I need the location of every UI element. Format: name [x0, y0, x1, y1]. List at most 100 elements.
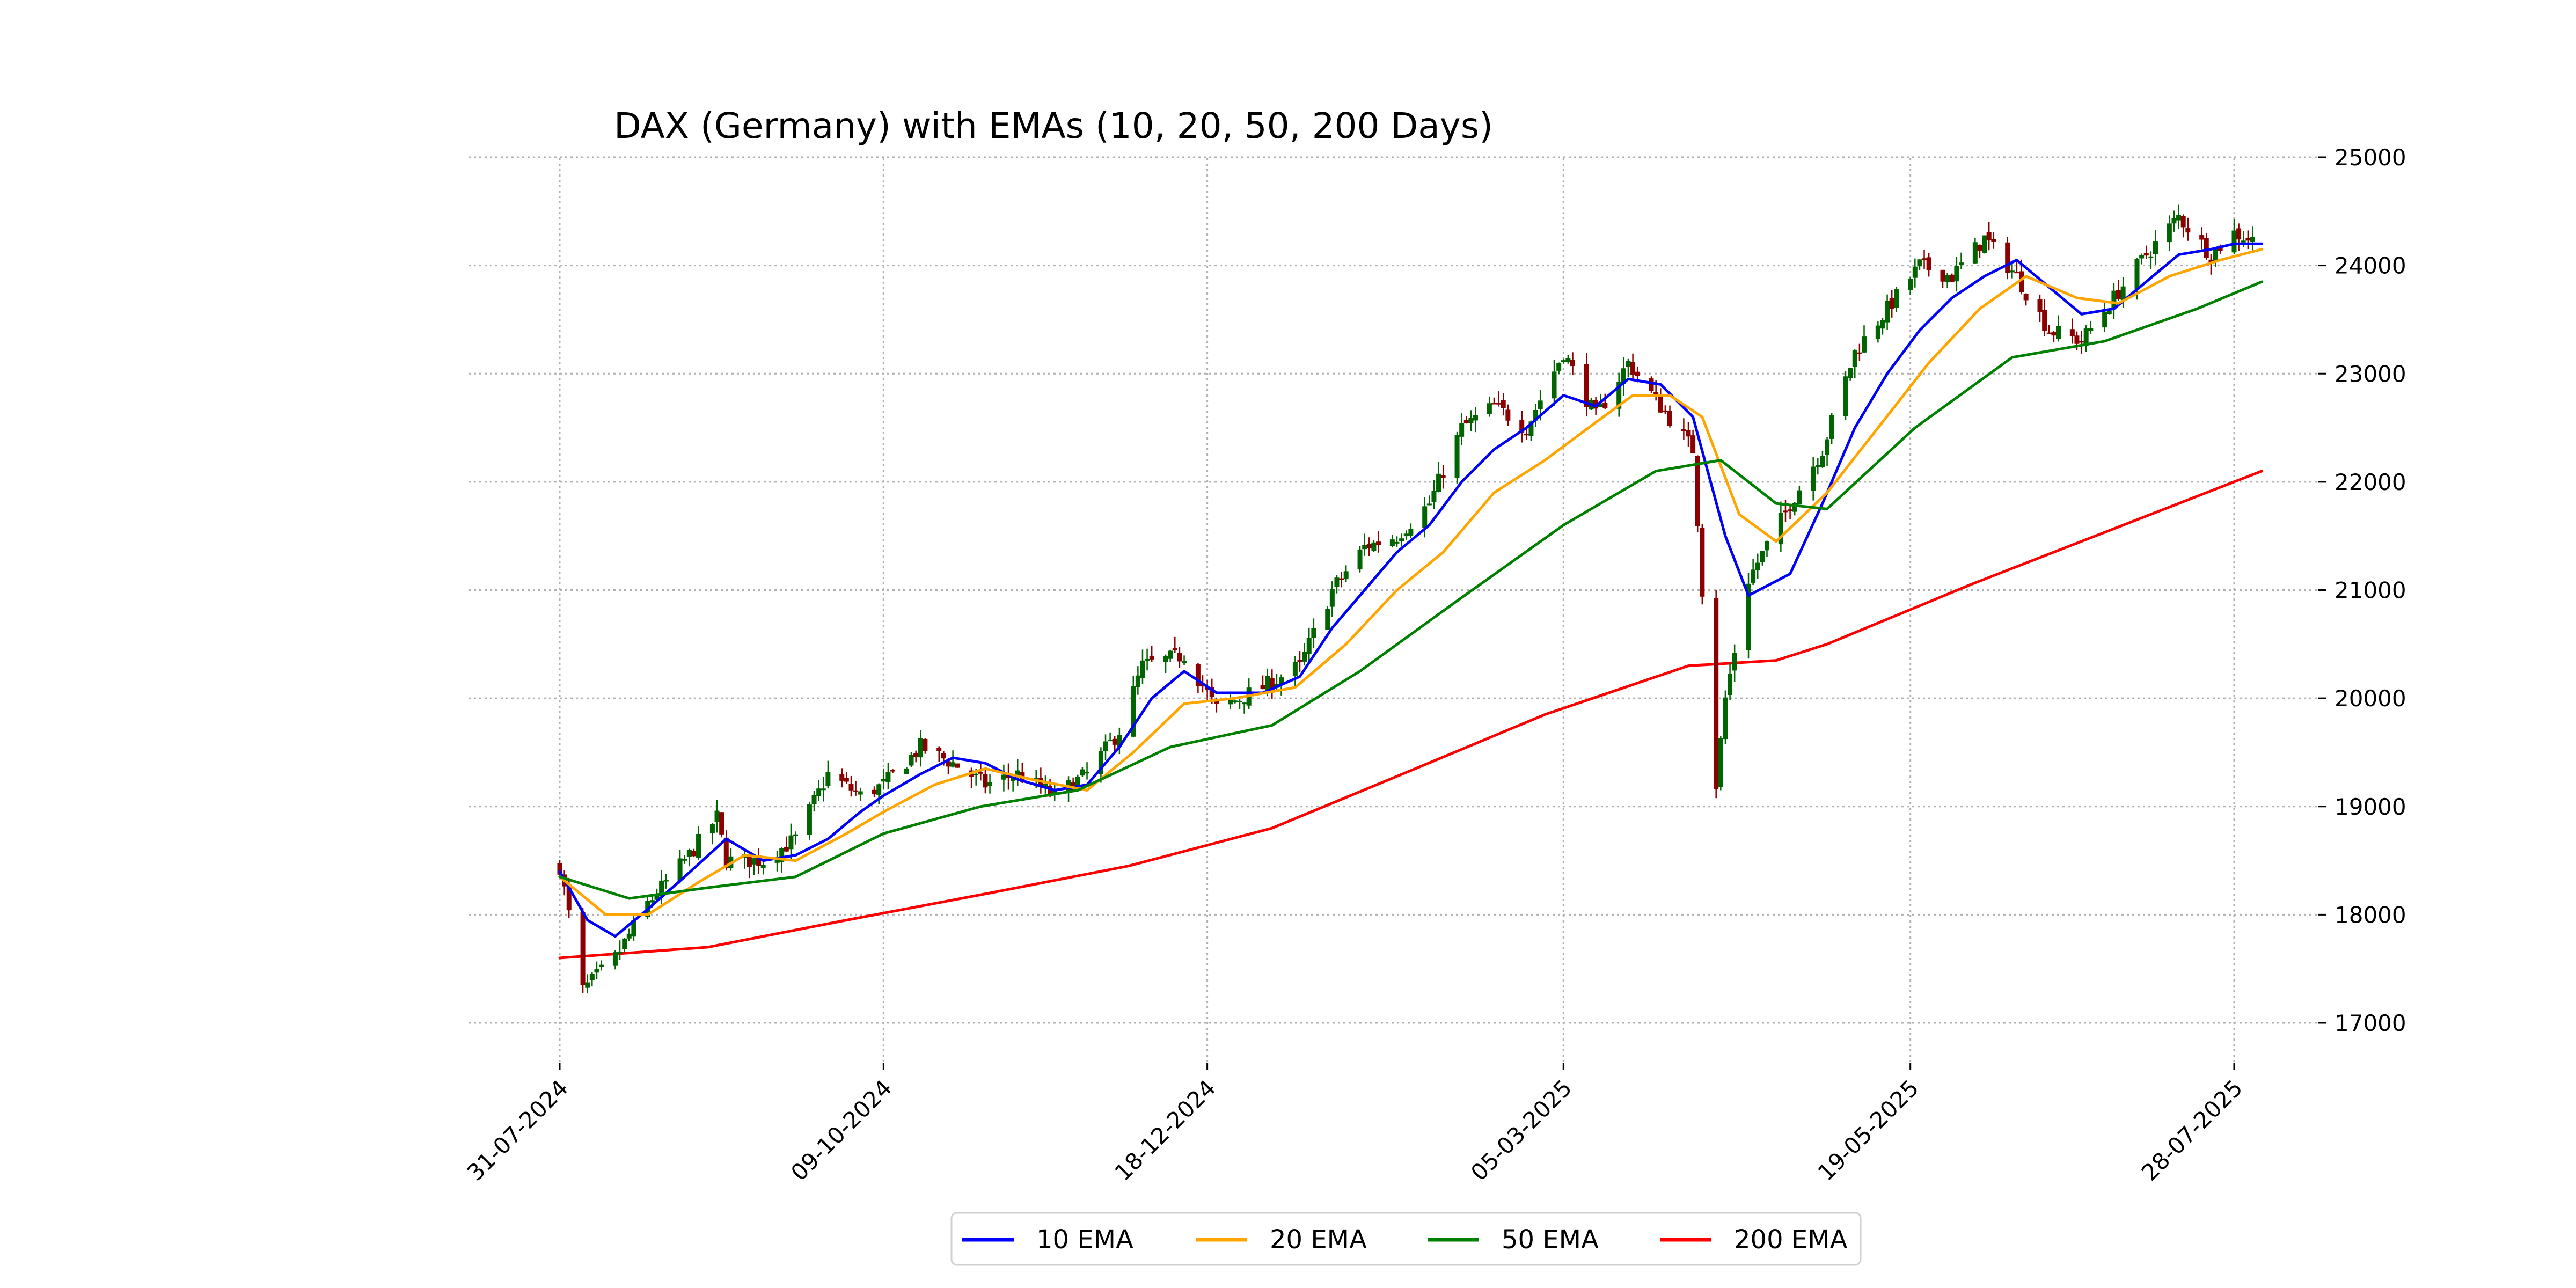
- candle-body: [2213, 248, 2219, 262]
- candle-body: [709, 824, 715, 833]
- legend-label-10-ema: 10 EMA: [1036, 1225, 1133, 1255]
- 20-ema-line: [558, 247, 2264, 916]
- candle-body: [1237, 700, 1242, 702]
- y-tick-label: 20000: [2334, 685, 2406, 712]
- candle-body: [978, 772, 983, 774]
- candle-body: [1649, 378, 1654, 391]
- candle-body: [1145, 658, 1150, 661]
- candle-body: [1695, 456, 1700, 526]
- candle-body: [1117, 735, 1122, 747]
- candle-body: [1875, 325, 1880, 339]
- candle-body: [909, 755, 914, 766]
- candle-body: [1926, 257, 1931, 270]
- candle-body: [1811, 466, 1816, 491]
- candle-body: [779, 848, 785, 862]
- candle-body: [1080, 769, 1085, 776]
- candle-body: [2037, 299, 2043, 312]
- candle-body: [1209, 687, 1214, 697]
- candle-body: [1972, 242, 1978, 264]
- x-tick-label: 18-12-2024: [1109, 1074, 1220, 1185]
- legend: 10 EMA 20 EMA 50 EMA 200 EMA: [950, 1212, 1862, 1266]
- candle-body: [1496, 402, 1502, 405]
- candle-body: [1945, 275, 1950, 283]
- candle-body: [1182, 661, 1187, 663]
- candle-body: [1436, 473, 1441, 492]
- y-tick-label: 21000: [2334, 577, 2406, 604]
- candle-body: [1630, 362, 1636, 375]
- candle-body: [2014, 272, 2019, 274]
- candle-body: [631, 920, 636, 937]
- candle-body: [2009, 270, 2015, 273]
- candle-body: [696, 833, 701, 858]
- candle-body: [1177, 653, 1182, 662]
- candle-body: [1357, 549, 1363, 570]
- candle-body: [1403, 533, 1409, 537]
- candle-body: [2019, 271, 2024, 292]
- candle-body: [1653, 392, 1659, 394]
- candle-body: [1602, 402, 1608, 408]
- candle-body: [1505, 409, 1511, 421]
- candle-body: [1820, 456, 1825, 467]
- candle-body: [1635, 371, 1640, 376]
- candle-body: [557, 863, 562, 875]
- y-tick-label: 19000: [2334, 794, 2406, 820]
- candle-body: [1195, 664, 1201, 686]
- candle-body: [2143, 253, 2149, 256]
- y-tick-label: 23000: [2334, 361, 2406, 387]
- candle-body: [936, 748, 942, 751]
- candle-body: [2083, 328, 2089, 346]
- 50-ema-line: [558, 280, 2264, 900]
- candle-body: [821, 788, 826, 791]
- candle-body: [1140, 660, 1145, 678]
- candle-body: [1616, 382, 1622, 409]
- candle-body: [1825, 439, 1830, 455]
- candle-body: [663, 880, 669, 882]
- candle-body: [2171, 218, 2177, 224]
- candle-body: [2102, 312, 2107, 328]
- candle-body: [1922, 258, 1927, 260]
- candle-body: [677, 858, 683, 881]
- candle-body: [1103, 741, 1108, 751]
- y-tick-label: 25000: [2334, 144, 2406, 171]
- candle-body: [612, 952, 618, 966]
- candle-body: [839, 774, 845, 781]
- candle-body: [872, 789, 877, 795]
- candle-body: [2245, 238, 2251, 241]
- candle-body: [1621, 368, 1626, 384]
- candle-body: [918, 738, 923, 758]
- candle-body: [691, 851, 697, 857]
- candle-body: [589, 974, 595, 980]
- candle-body: [1889, 298, 1894, 309]
- candle-body: [1528, 421, 1534, 436]
- candle-body: [1880, 320, 1885, 329]
- candle-body: [599, 964, 604, 967]
- candle-body: [1399, 538, 1404, 541]
- candle-body: [1034, 778, 1039, 780]
- candle-body: [1982, 235, 1987, 253]
- candle-body: [2088, 328, 2094, 331]
- chart-title: DAX (Germany) with EMAs (10, 20, 50, 200…: [614, 105, 1493, 147]
- candle-body: [1732, 653, 1737, 671]
- candle-body: [1329, 588, 1335, 607]
- candle-body: [1792, 503, 1797, 512]
- candle-body: [858, 791, 863, 795]
- candle-body: [825, 771, 831, 786]
- candle-body: [1561, 360, 1566, 362]
- y-tick-label: 18000: [2334, 902, 2406, 928]
- candle-body: [2231, 230, 2237, 253]
- candle-body: [1232, 700, 1238, 703]
- candle-body: [1533, 409, 1539, 421]
- candle-body: [1723, 697, 1728, 740]
- candle-body: [2055, 326, 2061, 339]
- candle-body: [1394, 541, 1400, 544]
- candle-body: [1172, 648, 1177, 650]
- candle-body: [2046, 332, 2052, 334]
- candle-body: [1454, 435, 1460, 478]
- x-tick-label: 09-10-2024: [786, 1074, 897, 1185]
- candle-body: [1991, 239, 1996, 242]
- candle-body: [2167, 223, 2172, 243]
- candle-body: [760, 865, 766, 868]
- candle-body: [2148, 256, 2154, 259]
- candle-body: [784, 847, 789, 852]
- x-tick-label: 31-07-2024: [462, 1074, 573, 1185]
